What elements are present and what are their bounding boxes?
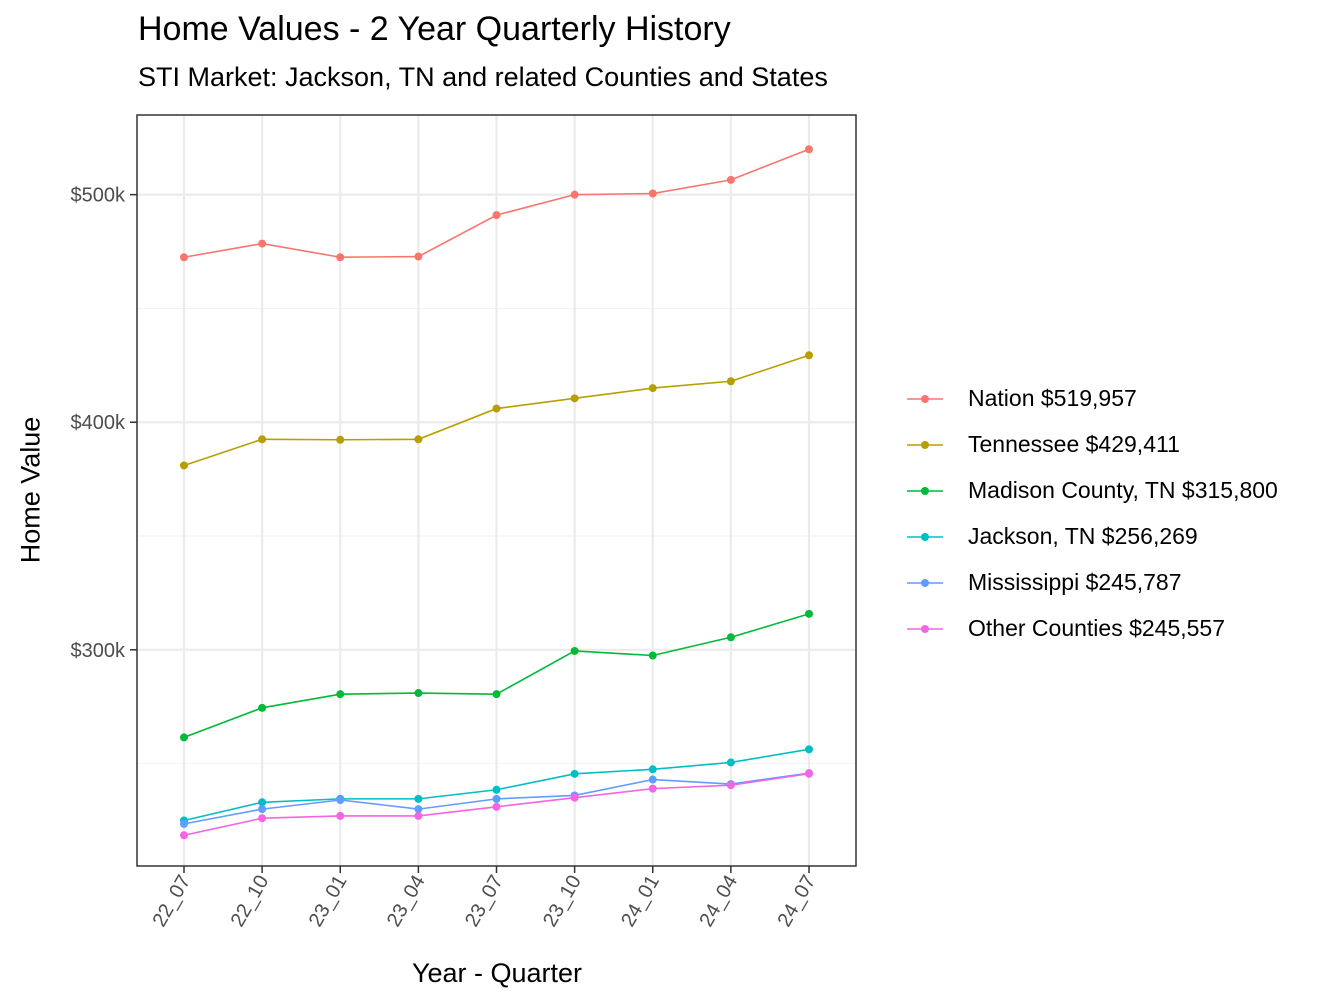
- data-point: [258, 435, 267, 444]
- legend-item: Mississippi $245,787: [903, 560, 1323, 606]
- series-lines: [180, 145, 813, 840]
- data-point: [726, 175, 735, 184]
- data-point: [570, 793, 579, 802]
- x-tick-label: 22_10: [227, 872, 274, 931]
- data-point: [648, 784, 657, 793]
- data-point: [258, 798, 267, 807]
- legend-label: Nation $519,957: [968, 385, 1137, 411]
- chart-subtitle: STI Market: Jackson, TN and related Coun…: [138, 62, 828, 92]
- data-point: [648, 765, 657, 774]
- data-point: [180, 819, 188, 828]
- data-point: [648, 189, 657, 198]
- data-point: [492, 802, 501, 811]
- x-tick-label: 23_10: [539, 872, 586, 931]
- data-point: [570, 769, 579, 778]
- legend-key: [907, 579, 943, 587]
- legend-item: Madison County, TN $315,800: [903, 468, 1323, 514]
- legend-key-point: [921, 395, 929, 403]
- legend-key-point: [921, 579, 929, 587]
- legend-key: [907, 487, 943, 495]
- data-point: [414, 252, 423, 261]
- x-tick-label: 23_01: [305, 872, 352, 931]
- data-point: [180, 831, 188, 840]
- data-point: [805, 769, 813, 778]
- data-point: [648, 651, 657, 660]
- y-tick-label: $400k: [71, 412, 126, 434]
- data-point: [336, 811, 345, 820]
- legend-key-point: [921, 441, 929, 449]
- legend-label: Tennessee $429,411: [968, 431, 1180, 457]
- data-point: [180, 461, 188, 470]
- data-point: [414, 435, 423, 444]
- legend-item: Other Counties $245,557: [903, 606, 1323, 652]
- x-tick-label: 24_07: [773, 872, 820, 931]
- data-point: [570, 394, 579, 403]
- data-point: [258, 814, 267, 823]
- data-point: [180, 733, 188, 742]
- data-point: [726, 633, 735, 642]
- x-tick-label: 24_01: [617, 872, 664, 931]
- data-point: [726, 758, 735, 767]
- legend-key: [907, 395, 943, 403]
- chart-title: Home Values - 2 Year Quarterly History: [138, 10, 731, 48]
- x-tick-label: 23_04: [383, 872, 430, 931]
- data-point: [648, 384, 657, 393]
- data-point: [570, 190, 579, 199]
- legend-item: Nation $519,957: [903, 376, 1323, 422]
- legend: Nation $519,957 Tennessee $429,411 Madison…: [903, 376, 1323, 652]
- data-point: [180, 253, 188, 262]
- data-point: [414, 689, 423, 698]
- x-tick-label: 24_04: [695, 872, 742, 931]
- data-point: [258, 703, 267, 712]
- y-tick-label: $300k: [71, 640, 126, 662]
- data-point: [336, 796, 345, 805]
- data-point: [726, 377, 735, 386]
- legend-item: Jackson, TN $256,269: [903, 514, 1323, 560]
- data-point: [805, 609, 813, 618]
- legend-label: Madison County, TN $315,800: [968, 477, 1278, 503]
- data-point: [492, 794, 501, 803]
- legend-key: [907, 533, 943, 541]
- data-point: [805, 745, 813, 754]
- x-axis-label: Year - Quarter: [411, 958, 583, 988]
- data-point: [336, 435, 345, 444]
- data-point: [648, 775, 657, 784]
- legend-key-point: [921, 625, 929, 633]
- data-point: [805, 145, 813, 154]
- data-point: [336, 253, 345, 262]
- data-point: [258, 805, 267, 814]
- data-point: [492, 785, 501, 794]
- grid-lines: [137, 115, 856, 866]
- data-point: [414, 794, 423, 803]
- legend-key: [907, 625, 943, 633]
- legend-key-point: [921, 487, 929, 495]
- y-tick-label: $500k: [71, 185, 126, 207]
- data-point: [726, 781, 735, 790]
- legend-label: Other Counties $245,557: [968, 615, 1226, 641]
- legend-label: Mississippi $245,787: [968, 569, 1182, 595]
- x-tick-label: 23_07: [461, 872, 508, 931]
- data-point: [492, 690, 501, 699]
- data-point: [570, 646, 579, 655]
- x-tick-label: 22_07: [148, 872, 195, 931]
- legend-item: Tennessee $429,411: [903, 422, 1323, 468]
- data-point: [492, 211, 501, 220]
- data-point: [805, 351, 813, 360]
- data-point: [492, 404, 501, 413]
- legend-key-point: [921, 533, 929, 541]
- legend-key: [907, 441, 943, 449]
- data-point: [414, 805, 423, 814]
- legend-label: Jackson, TN $256,269: [968, 523, 1198, 549]
- data-point: [258, 239, 267, 248]
- data-point: [336, 690, 345, 699]
- data-point: [414, 811, 423, 820]
